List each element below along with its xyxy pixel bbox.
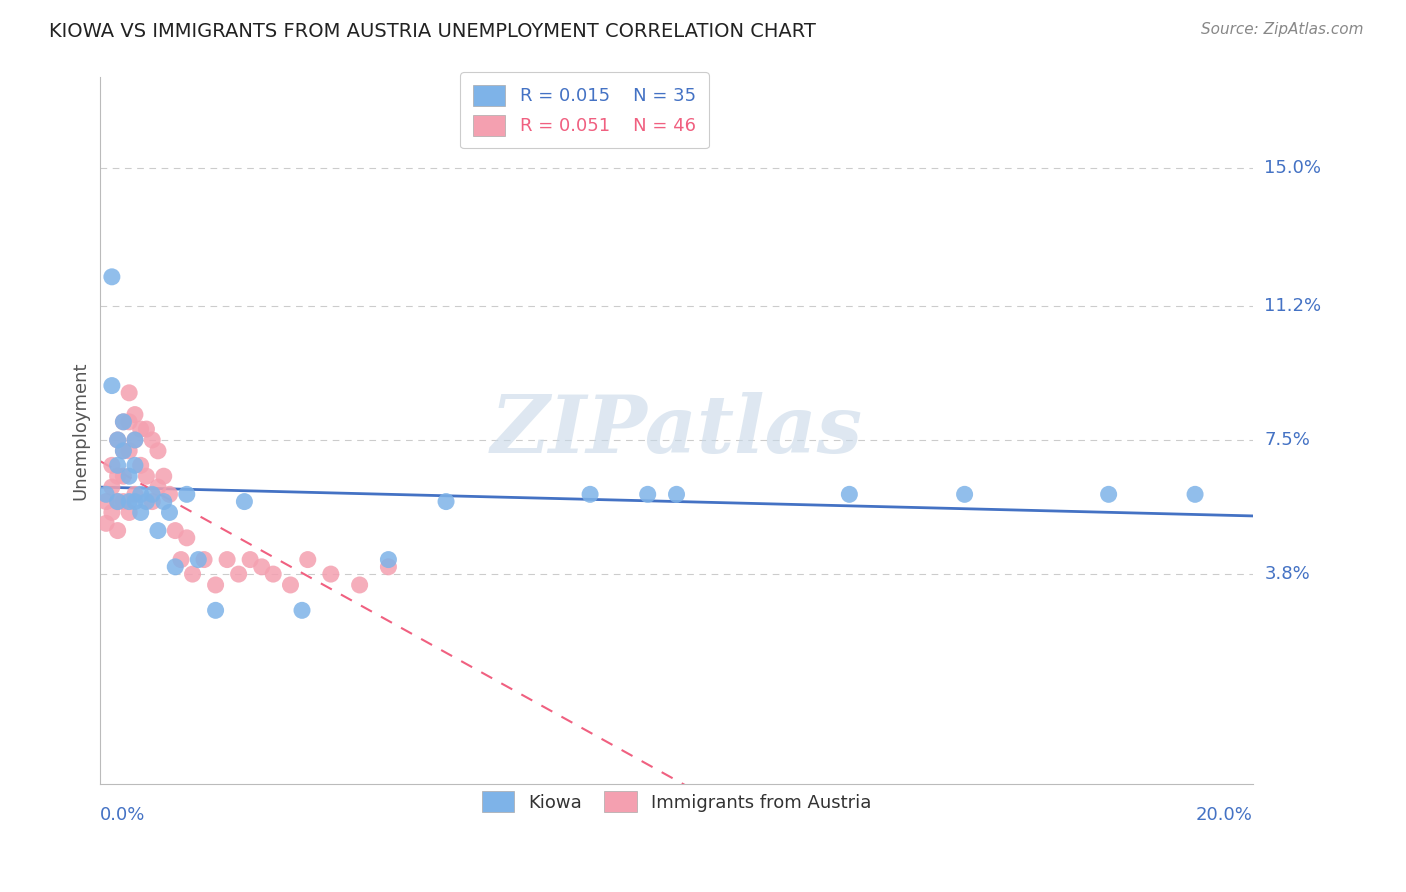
Point (112, 494, 135, 508)
Point (579, 487, 602, 501)
Text: 20.0%: 20.0% (1197, 806, 1253, 824)
Point (141, 494, 163, 508)
Text: ZIPatlas: ZIPatlas (491, 392, 862, 470)
Point (262, 567, 284, 582)
Point (112, 443, 135, 458)
Point (349, 578, 371, 592)
Point (165, 524, 187, 538)
Text: 15.0%: 15.0% (1264, 159, 1322, 178)
Point (170, 552, 193, 566)
Point (146, 443, 169, 458)
Point (124, 494, 146, 508)
Point (1098, 487, 1121, 501)
Point (118, 385, 141, 400)
Point (124, 458, 146, 473)
Point (165, 559, 187, 574)
Point (204, 603, 226, 617)
Text: 3.8%: 3.8% (1264, 566, 1310, 583)
Point (434, 494, 457, 508)
Point (129, 458, 152, 473)
Point (204, 578, 226, 592)
Point (107, 494, 129, 508)
Point (141, 433, 163, 447)
Point (953, 487, 976, 501)
Point (124, 487, 146, 501)
Point (94, 516, 117, 531)
Point (135, 422, 157, 436)
Point (107, 433, 129, 447)
Point (181, 567, 204, 582)
Point (101, 378, 124, 392)
Text: 7.5%: 7.5% (1264, 431, 1310, 449)
Point (228, 567, 250, 582)
Text: KIOWA VS IMMIGRANTS FROM AUSTRIA UNEMPLOYMENT CORRELATION CHART: KIOWA VS IMMIGRANTS FROM AUSTRIA UNEMPLO… (49, 22, 815, 41)
Point (129, 422, 152, 436)
Point (838, 487, 860, 501)
Point (159, 487, 181, 501)
Point (112, 469, 135, 483)
Point (152, 494, 174, 508)
Point (94, 494, 117, 508)
Point (129, 487, 152, 501)
Text: 0.0%: 0.0% (100, 806, 146, 824)
Point (152, 469, 174, 483)
Point (665, 487, 688, 501)
Point (176, 487, 198, 501)
Point (176, 531, 198, 545)
Y-axis label: Unemployment: Unemployment (72, 361, 89, 500)
Point (118, 469, 141, 483)
Point (118, 415, 141, 429)
Point (124, 433, 146, 447)
Point (250, 559, 273, 574)
Point (118, 443, 141, 458)
Point (124, 408, 146, 422)
Point (118, 494, 141, 508)
Point (233, 494, 256, 508)
Point (107, 494, 129, 508)
Point (146, 524, 169, 538)
Point (159, 506, 181, 520)
Point (637, 487, 659, 501)
Point (135, 494, 157, 508)
Point (280, 578, 302, 592)
Point (377, 552, 399, 566)
Legend: Kiowa, Immigrants from Austria: Kiowa, Immigrants from Austria (470, 779, 884, 825)
Point (112, 415, 135, 429)
Point (217, 552, 239, 566)
Point (319, 567, 342, 582)
Point (187, 552, 209, 566)
Point (141, 487, 163, 501)
Point (239, 552, 262, 566)
Point (112, 443, 135, 458)
Text: Source: ZipAtlas.com: Source: ZipAtlas.com (1201, 22, 1364, 37)
Point (297, 552, 319, 566)
Point (1184, 487, 1206, 501)
Point (112, 415, 135, 429)
Point (101, 269, 124, 284)
Point (377, 559, 399, 574)
Point (101, 480, 124, 494)
Point (146, 480, 169, 494)
Point (118, 506, 141, 520)
Point (107, 524, 129, 538)
Point (129, 506, 152, 520)
Point (101, 506, 124, 520)
Point (291, 603, 314, 617)
Point (124, 433, 146, 447)
Point (94, 487, 117, 501)
Text: 11.2%: 11.2% (1264, 297, 1322, 315)
Point (107, 458, 129, 473)
Point (107, 469, 129, 483)
Point (101, 458, 124, 473)
Point (135, 469, 157, 483)
Point (107, 433, 129, 447)
Point (193, 552, 215, 566)
